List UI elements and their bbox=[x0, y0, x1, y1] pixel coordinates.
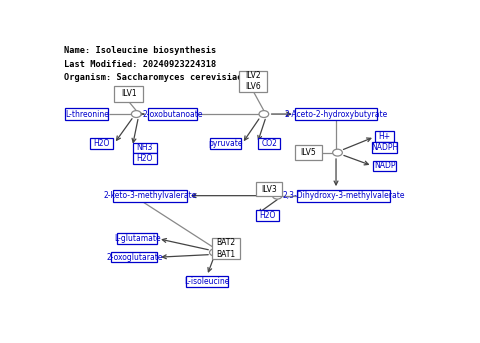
Text: NADPH: NADPH bbox=[371, 143, 398, 152]
FancyBboxPatch shape bbox=[117, 234, 157, 244]
FancyBboxPatch shape bbox=[212, 238, 240, 259]
Text: 2-oxobutanoate: 2-oxobutanoate bbox=[142, 109, 203, 119]
Text: NH3: NH3 bbox=[137, 143, 153, 152]
Text: L-glutamate: L-glutamate bbox=[114, 234, 161, 243]
FancyBboxPatch shape bbox=[114, 86, 144, 102]
FancyBboxPatch shape bbox=[133, 143, 156, 153]
Text: H2O: H2O bbox=[137, 154, 153, 163]
FancyBboxPatch shape bbox=[133, 153, 156, 164]
Text: Name: Isoleucine biosynthesis: Name: Isoleucine biosynthesis bbox=[64, 46, 216, 56]
Circle shape bbox=[273, 192, 282, 199]
Text: NADP: NADP bbox=[374, 161, 396, 170]
Circle shape bbox=[132, 111, 141, 118]
Text: 2-Aceto-2-hydroxybutyrate: 2-Aceto-2-hydroxybutyrate bbox=[284, 109, 388, 119]
FancyBboxPatch shape bbox=[296, 108, 377, 120]
Text: ILV2
ILV6: ILV2 ILV6 bbox=[246, 71, 261, 91]
FancyBboxPatch shape bbox=[65, 108, 108, 120]
FancyBboxPatch shape bbox=[372, 142, 397, 153]
FancyBboxPatch shape bbox=[297, 190, 390, 202]
FancyBboxPatch shape bbox=[375, 131, 394, 142]
Text: 2,3-Dihydroxy-3-methylvalerate: 2,3-Dihydroxy-3-methylvalerate bbox=[282, 191, 405, 200]
Text: ILV3: ILV3 bbox=[261, 185, 277, 193]
Circle shape bbox=[210, 249, 219, 256]
Text: ILV5: ILV5 bbox=[300, 148, 316, 157]
FancyBboxPatch shape bbox=[186, 276, 228, 287]
Text: Organism: Saccharomyces cerevisiae: Organism: Saccharomyces cerevisiae bbox=[64, 73, 242, 82]
Text: H2O: H2O bbox=[259, 211, 276, 220]
Text: 2-keto-3-methylvalerate: 2-keto-3-methylvalerate bbox=[103, 191, 197, 200]
FancyBboxPatch shape bbox=[256, 210, 279, 221]
FancyBboxPatch shape bbox=[210, 138, 241, 149]
FancyBboxPatch shape bbox=[373, 161, 396, 171]
FancyBboxPatch shape bbox=[240, 71, 267, 92]
Circle shape bbox=[259, 111, 269, 118]
Text: L-threonine: L-threonine bbox=[65, 109, 109, 119]
Text: BAT2
BAT1: BAT2 BAT1 bbox=[217, 238, 236, 259]
Text: CO2: CO2 bbox=[261, 139, 277, 148]
Text: H+: H+ bbox=[379, 132, 391, 141]
Text: H2O: H2O bbox=[94, 139, 110, 148]
Text: pyruvate: pyruvate bbox=[208, 139, 243, 148]
Circle shape bbox=[333, 149, 342, 156]
FancyBboxPatch shape bbox=[258, 138, 280, 149]
Text: L-isoleucine: L-isoleucine bbox=[184, 277, 229, 286]
FancyBboxPatch shape bbox=[113, 190, 187, 202]
Text: ILV1: ILV1 bbox=[121, 90, 137, 98]
FancyBboxPatch shape bbox=[90, 138, 113, 149]
FancyBboxPatch shape bbox=[295, 145, 322, 160]
Text: Last Modified: 20240923224318: Last Modified: 20240923224318 bbox=[64, 60, 216, 69]
FancyBboxPatch shape bbox=[148, 108, 197, 120]
FancyBboxPatch shape bbox=[111, 252, 157, 262]
FancyBboxPatch shape bbox=[256, 182, 282, 196]
Text: 2-oxoglutarate: 2-oxoglutarate bbox=[106, 253, 163, 262]
